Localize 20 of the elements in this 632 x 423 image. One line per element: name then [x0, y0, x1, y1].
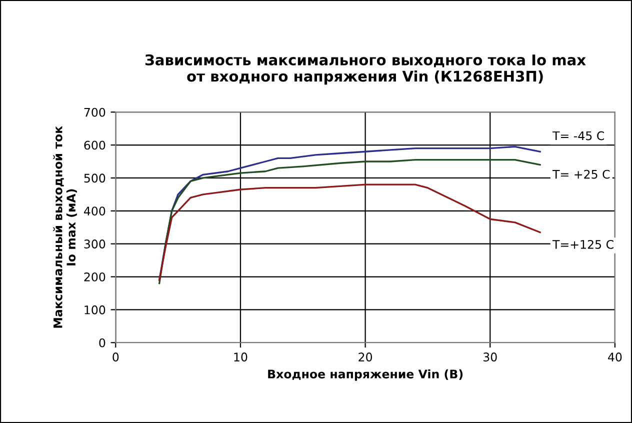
y-tick-label: 200 — [84, 272, 106, 282]
x-tick-label: 10 — [234, 352, 248, 362]
y-tick-label: 400 — [84, 206, 106, 216]
y-tick-label: 600 — [84, 140, 106, 150]
y-tick-label: 0 — [99, 338, 106, 348]
y-axis-title: Максимальный выходной ток Io max (мА) — [53, 126, 77, 328]
y-tick-label: 500 — [84, 174, 106, 183]
x-tick-label: 20 — [358, 352, 372, 362]
x-tick-label: 40 — [608, 352, 622, 362]
line-series — [158, 184, 541, 281]
series-label: T= -45 C — [552, 131, 604, 140]
x-tick-label: 30 — [484, 352, 497, 362]
chart-title: Зависимость максимального выходного тока Io max от входного напряжения Vin (К1268ЕН3П) — [145, 54, 586, 85]
x-axis-title: Входное напряжение Vin (В) — [268, 369, 463, 381]
y-tick-label: 700 — [84, 108, 106, 117]
x-tick-label: 0 — [112, 352, 119, 362]
series-label: T=+125 C — [552, 240, 614, 249]
series-label: T= +25 C — [552, 170, 610, 179]
y-tick-label: 100 — [84, 305, 106, 314]
y-tick-label: 300 — [84, 240, 106, 248]
